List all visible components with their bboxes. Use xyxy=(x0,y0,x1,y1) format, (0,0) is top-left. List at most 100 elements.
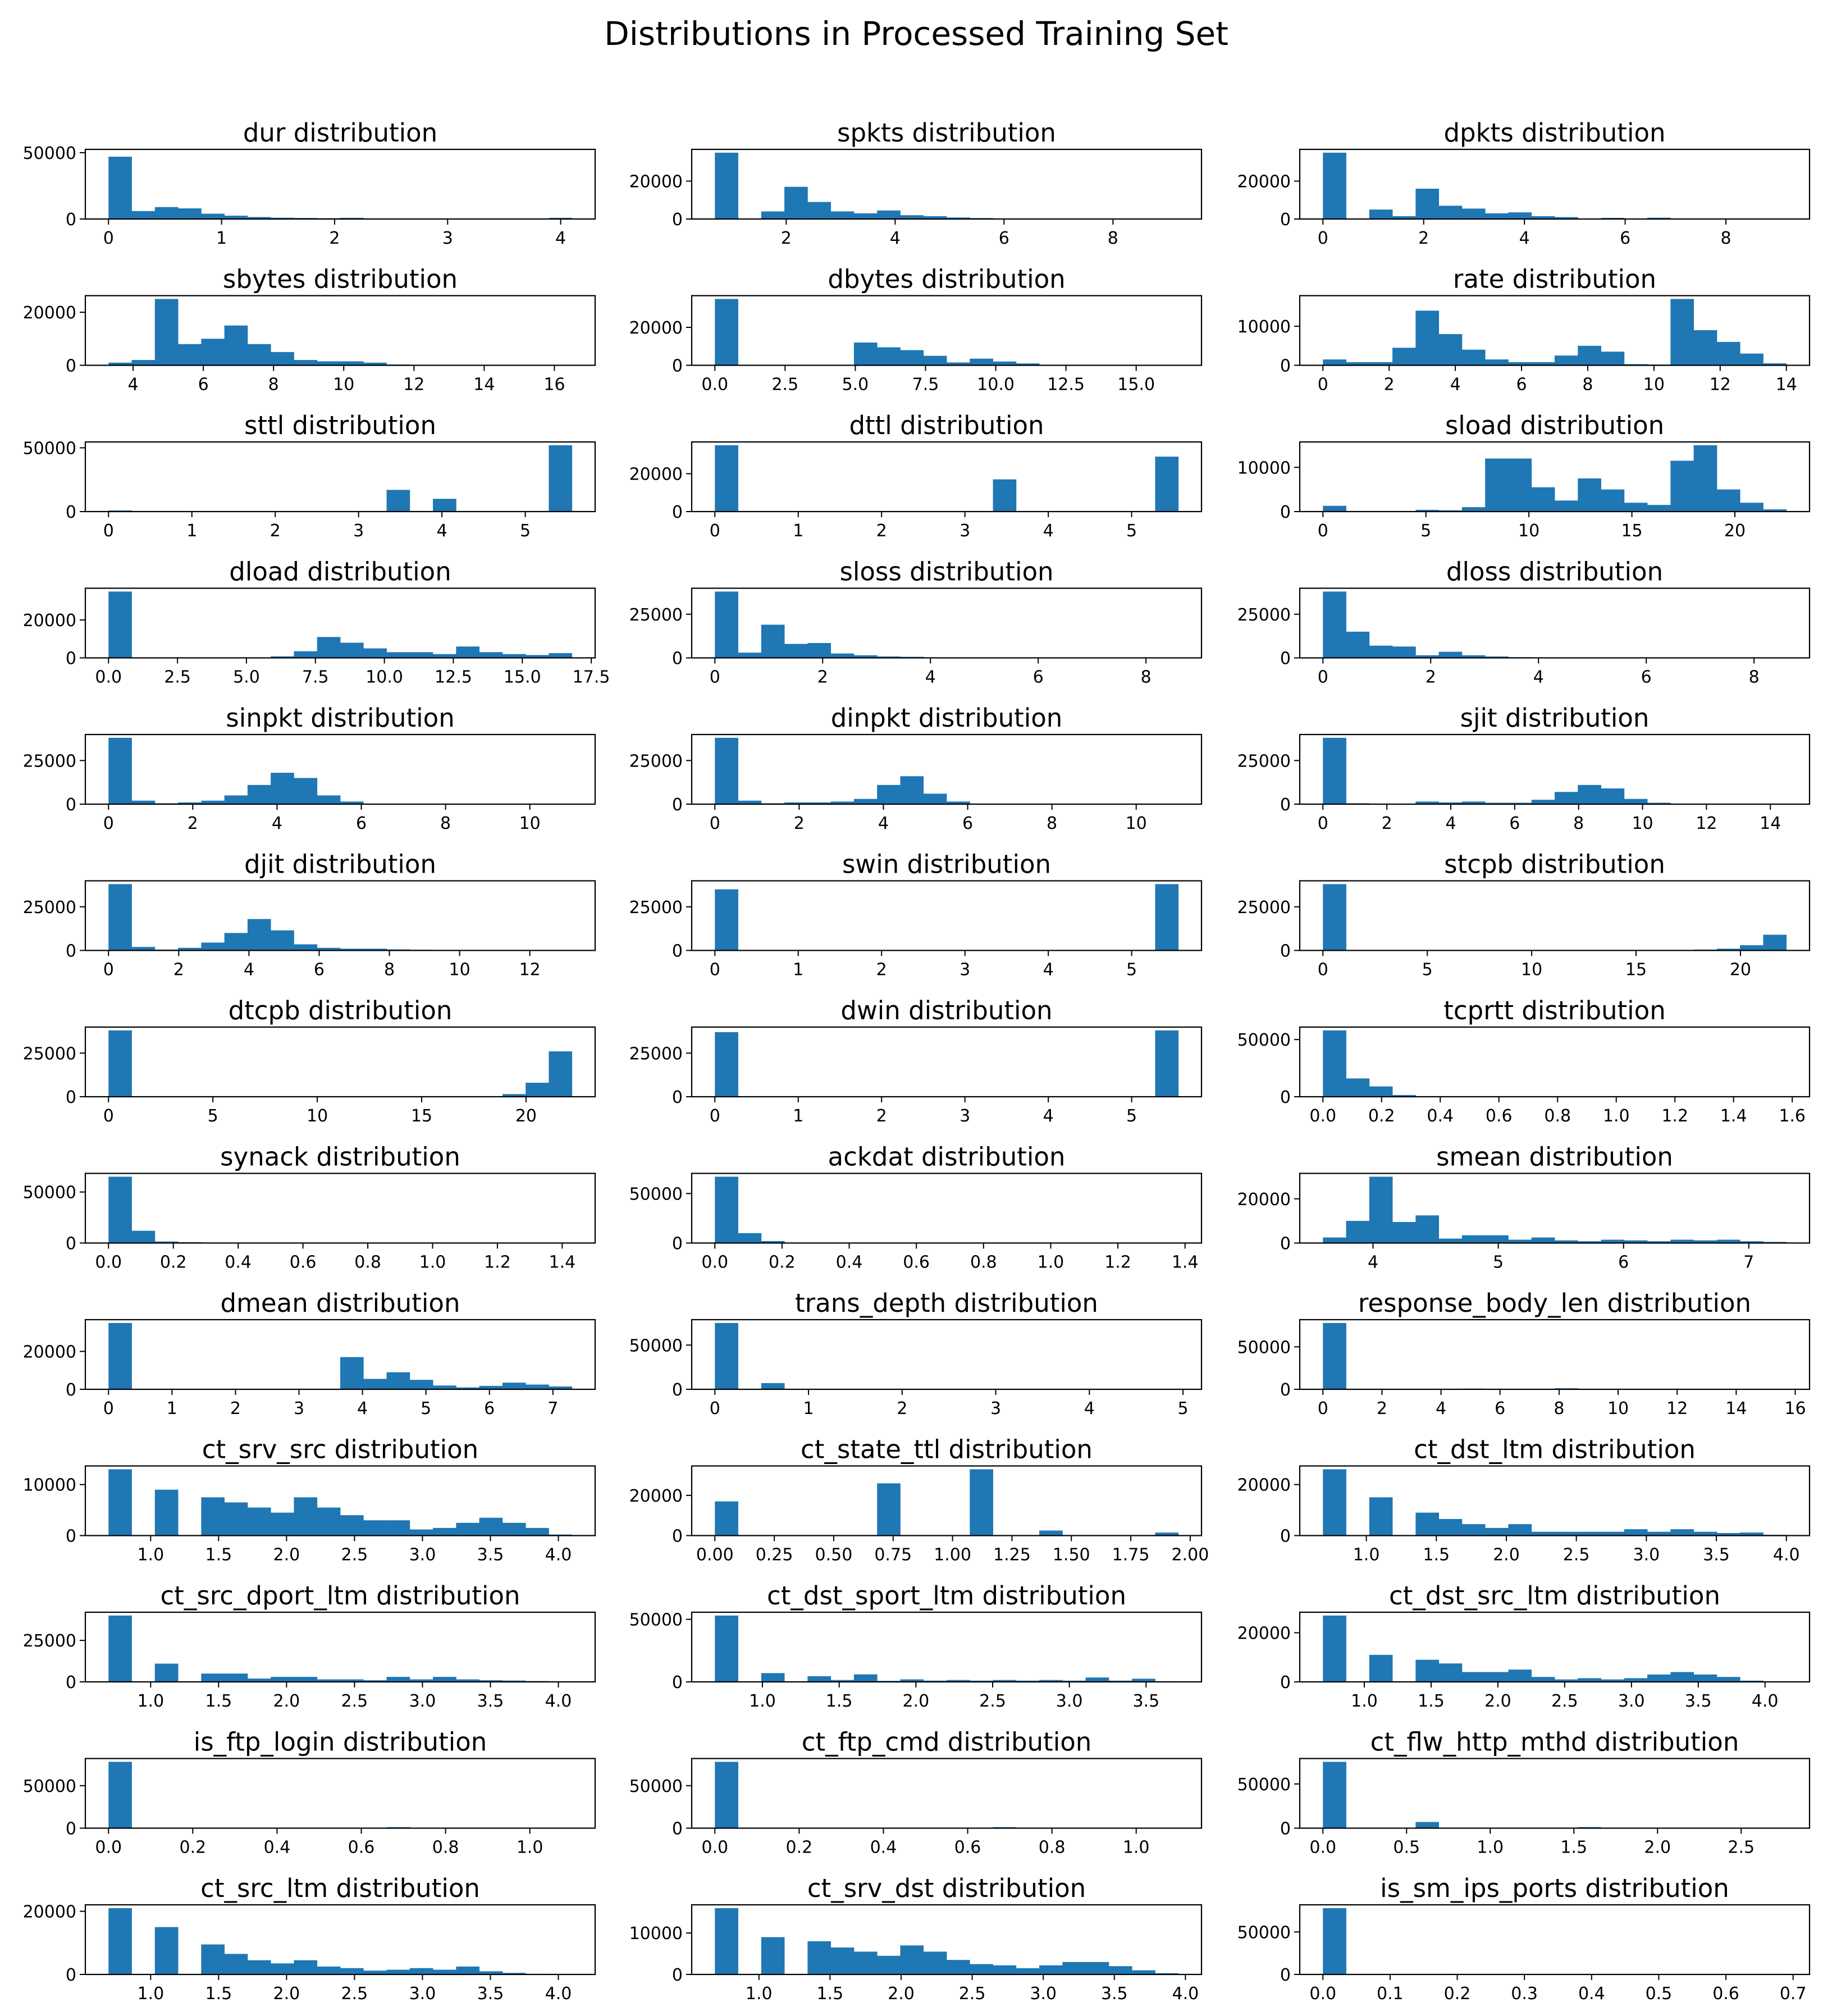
x-tick-label: 0.6 xyxy=(1486,1106,1513,1126)
x-tick-label: 10.0 xyxy=(977,375,1015,395)
histogram-bar xyxy=(923,1951,947,1974)
x-tick-label: 3 xyxy=(442,229,453,248)
x-tick-label: 0.3 xyxy=(1511,1984,1538,2004)
histogram-bar xyxy=(1624,799,1648,804)
x-tick-label: 4 xyxy=(1533,668,1544,687)
x-tick-label: 3 xyxy=(960,960,970,980)
axes-frame xyxy=(84,880,596,951)
y-tick-label: 50000 xyxy=(23,1777,76,1796)
histogram-bar xyxy=(1392,1094,1416,1097)
histogram-bar xyxy=(549,1386,573,1389)
x-tick-label: 0 xyxy=(710,814,720,833)
x-tick-label: 0.4 xyxy=(1427,1106,1454,1126)
subplot-title: ct_ftp_cmd distribution xyxy=(802,1727,1092,1757)
x-tick-label: 1.4 xyxy=(1720,1106,1747,1126)
histogram-bar xyxy=(1485,213,1509,219)
x-tick-label: 1.0 xyxy=(137,1545,164,1565)
x-tick-label: 15.0 xyxy=(504,668,541,687)
histogram-bar xyxy=(479,1680,503,1682)
y-tick-label: 0 xyxy=(672,503,683,522)
histogram-bar xyxy=(900,350,924,366)
histogram-bar xyxy=(1323,1469,1346,1536)
x-tick-label: 4 xyxy=(925,668,936,687)
x-tick-label: 1.0 xyxy=(1477,1838,1504,1858)
histogram-bar xyxy=(1485,656,1509,658)
histogram-bar xyxy=(131,800,156,804)
subplot-11: sloss distribution 0 2 4 6 8 0 25000 xyxy=(629,557,1203,687)
x-tick-label: 0 xyxy=(103,1106,114,1126)
x-tick-label: 4.0 xyxy=(545,1545,572,1565)
histogram-bar xyxy=(386,1372,410,1389)
subplot-29: ct_state_ttl distribution 0.00 0.25 0.50 0.7… xyxy=(629,1435,1209,1565)
x-tick-label: 10 xyxy=(1643,375,1665,395)
subplot-title: dtcpb distribution xyxy=(229,996,453,1025)
histogram-bar xyxy=(1323,737,1346,804)
x-tick-label: 1.5 xyxy=(1423,1545,1450,1565)
histogram-bar xyxy=(807,1941,832,1974)
x-tick-label: 4 xyxy=(1450,375,1461,395)
histogram-bar xyxy=(526,1384,549,1389)
subplot-38: ct_srv_dst distribution 1.0 1.5 2.0 2.5 3.0 3.… xyxy=(629,1873,1203,2004)
histogram-bar xyxy=(456,1522,480,1536)
histogram-bar xyxy=(201,1497,225,1536)
axes-frame xyxy=(1299,587,1811,659)
subplot-1: dur distribution 0 1 2 3 4 0 50000 xyxy=(23,118,596,248)
axes-frame xyxy=(691,1319,1203,1390)
histogram-bar xyxy=(947,801,970,804)
histogram-bar xyxy=(830,653,855,658)
histogram-bar xyxy=(1369,209,1393,219)
histogram-bar xyxy=(923,355,947,366)
histogram-bar xyxy=(830,1680,855,1682)
subplot-title: sloss distribution xyxy=(839,557,1053,587)
x-tick-label: 0.8 xyxy=(432,1838,459,1858)
subplot-title: trans_depth distribution xyxy=(795,1288,1098,1318)
histogram-bar xyxy=(108,884,132,951)
histogram-bar xyxy=(433,499,456,512)
histogram-bar xyxy=(1461,507,1486,512)
x-tick-label: 0.25 xyxy=(756,1545,793,1565)
y-tick-label: 0 xyxy=(1280,1088,1291,1107)
histogram-bar xyxy=(1392,1222,1416,1243)
histogram-bar xyxy=(900,776,924,804)
histogram-bar xyxy=(108,1762,132,1828)
histogram-bar xyxy=(1531,1677,1555,1682)
x-tick-label: 16 xyxy=(543,375,565,395)
histogram-bar xyxy=(201,1944,225,1974)
x-tick-label: 10 xyxy=(307,1106,328,1126)
histogram-bar xyxy=(1740,1532,1764,1536)
histogram-bar xyxy=(1716,948,1740,951)
x-tick-label: 3 xyxy=(960,521,970,541)
x-tick-label: 5 xyxy=(1420,521,1431,541)
x-tick-label: 6 xyxy=(198,375,209,395)
histogram-bar xyxy=(1601,1679,1625,1682)
x-tick-label: 0 xyxy=(103,521,114,541)
histogram-bar xyxy=(409,652,433,658)
y-tick-label: 0 xyxy=(1280,357,1291,376)
y-tick-label: 0 xyxy=(672,795,683,815)
x-tick-label: 17.5 xyxy=(573,668,610,687)
histogram-bar xyxy=(877,1483,901,1536)
histogram-bar xyxy=(761,624,785,658)
x-tick-label: 4 xyxy=(1043,960,1054,980)
x-tick-label: 5 xyxy=(1126,521,1137,541)
y-tick-label: 0 xyxy=(672,1234,683,1254)
axes-frame xyxy=(691,148,1203,220)
histogram-bar xyxy=(970,1964,993,1974)
subplot-title: dload distribution xyxy=(229,557,451,587)
histogram-bar xyxy=(1461,1235,1486,1243)
histogram-bar xyxy=(1624,1529,1648,1536)
x-tick-label: 0.4 xyxy=(870,1838,897,1858)
subplot-39: is_sm_ips_ports distribution 0.0 0.1 0.2 0.3… xyxy=(1237,1873,1811,2004)
x-tick-label: 2 xyxy=(876,521,887,541)
histogram-bar xyxy=(1740,945,1764,951)
y-tick-label: 50000 xyxy=(1237,1923,1291,1942)
x-tick-label: 8 xyxy=(1582,375,1593,395)
histogram-bar xyxy=(1323,1615,1346,1682)
subplot-title: ct_src_dport_ltm distribution xyxy=(160,1581,520,1611)
histogram-bar xyxy=(1578,1678,1601,1682)
x-tick-label: 0 xyxy=(710,521,720,541)
histogram-bar xyxy=(853,1951,878,1974)
subplot-6: rate distribution 0 2 4 6 8 10 12 14 0 10000 xyxy=(1237,264,1811,395)
histogram-bar xyxy=(715,1032,738,1097)
x-tick-label: 1 xyxy=(216,229,227,248)
